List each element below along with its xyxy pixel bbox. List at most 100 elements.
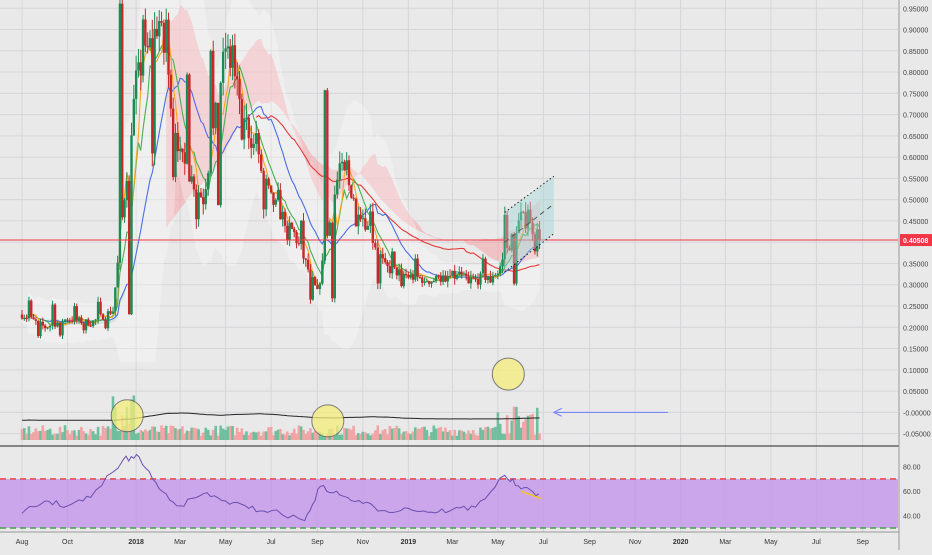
candle-body (323, 90, 327, 261)
candle-body (216, 102, 220, 206)
volume-bar (366, 433, 370, 440)
volume-bar (361, 431, 365, 440)
candle-body (176, 132, 180, 152)
volume-bar (395, 425, 399, 440)
volume-bar (484, 427, 487, 440)
candle-body (299, 220, 303, 244)
candle-body (379, 254, 382, 284)
volume-bar (195, 428, 198, 440)
candle-body (158, 21, 161, 37)
volume-bar (386, 434, 389, 440)
candle-body (357, 214, 360, 227)
volume-bar (134, 433, 138, 440)
candle-body (515, 233, 518, 284)
candle-body (229, 46, 232, 68)
candle-body (130, 135, 133, 315)
candle-body (531, 223, 534, 235)
price-tick-label: -0.05000 (903, 432, 931, 439)
volume-bar (267, 427, 270, 440)
candle-body (27, 300, 31, 319)
volume-bar (376, 425, 380, 440)
volume-highlight-circle (311, 404, 345, 438)
candle-body (231, 45, 234, 68)
candle-body (498, 266, 502, 274)
volume-bar (378, 434, 382, 440)
volume-bar (400, 434, 403, 440)
candle-body (338, 163, 341, 180)
volume-bar (299, 426, 303, 440)
candle-body (455, 274, 459, 279)
candle-body (139, 62, 142, 76)
candle-body (508, 247, 511, 251)
candle-body (441, 275, 445, 282)
candle-body (169, 74, 173, 109)
volume-bar (219, 425, 222, 440)
candle-body (489, 276, 492, 283)
volume-bar (292, 428, 296, 440)
candle-body (501, 259, 504, 267)
volume-bar (151, 426, 154, 440)
candle-body (374, 242, 377, 248)
volume-bar (94, 434, 97, 440)
candle-body (245, 117, 248, 119)
candle-body (471, 277, 475, 279)
candle-body (423, 281, 426, 283)
candle-body (146, 45, 149, 48)
volume-bar (221, 428, 225, 440)
candle-body (361, 218, 365, 220)
volume-bar (338, 434, 342, 440)
volume-bar (29, 434, 33, 440)
time-tick-label: May (491, 539, 505, 546)
volume-bar (407, 432, 410, 440)
candle-body (283, 211, 287, 226)
volume-highlight-circle (110, 399, 144, 433)
volume-bar (84, 433, 88, 440)
candle-body (281, 211, 284, 220)
volume-bar (279, 429, 282, 440)
volume-bar (364, 432, 367, 440)
candle-body (41, 321, 45, 326)
candle-body (371, 211, 375, 243)
last-price-label: 0.40508 (903, 238, 928, 245)
candle-body (269, 185, 273, 193)
candle-body (538, 229, 541, 241)
candle-body (25, 318, 28, 320)
candle-body (185, 74, 189, 164)
candle-body (214, 102, 217, 129)
volume-bar (68, 434, 72, 440)
volume-bar (249, 432, 253, 440)
volume-bar (352, 425, 355, 440)
candle-body (162, 22, 166, 53)
candle-body (293, 228, 296, 233)
candle-body (51, 304, 54, 326)
time-tick-label: 2020 (673, 539, 689, 546)
candle-body (421, 277, 424, 283)
volume-bar (460, 430, 463, 440)
volume-bar (137, 432, 140, 440)
candle-body (444, 275, 447, 282)
candle-body (340, 161, 344, 164)
volume-bar (345, 428, 348, 440)
candle-body (437, 275, 440, 277)
candle-body (316, 285, 319, 289)
volume-bar (116, 430, 119, 440)
candle-body (411, 274, 415, 280)
volume-bar (240, 428, 244, 440)
volume-bar (356, 433, 360, 440)
candle-body (202, 197, 205, 205)
candle-body (257, 133, 260, 155)
time-tick-label: Mar (174, 539, 187, 546)
volume-bar (343, 428, 346, 440)
candle-body (354, 198, 358, 227)
candle-body (369, 211, 372, 226)
volume-bar (420, 427, 424, 440)
volume-bar (383, 429, 387, 440)
price-tick-label: 0.30000 (903, 283, 928, 290)
time-tick-label: 2018 (128, 539, 144, 546)
candle-body (343, 161, 346, 171)
candle-body (68, 320, 72, 322)
volume-bar (508, 433, 511, 440)
volume-bar (185, 430, 189, 440)
